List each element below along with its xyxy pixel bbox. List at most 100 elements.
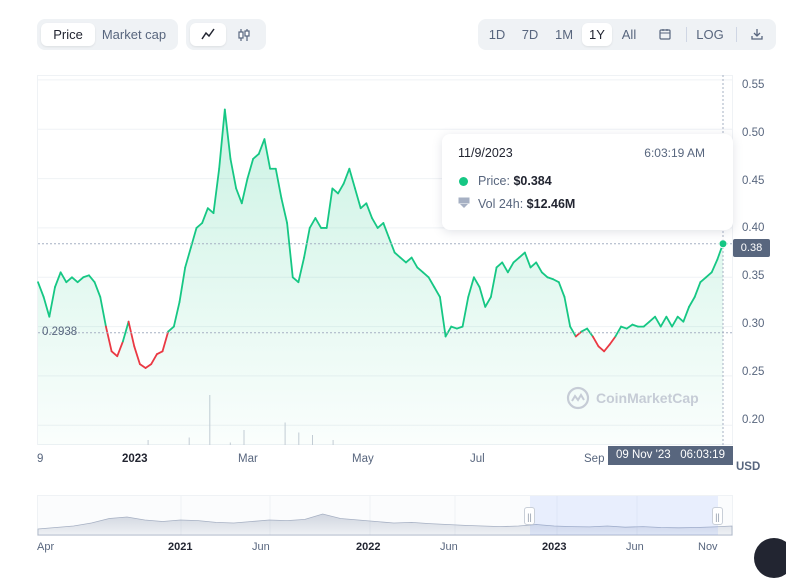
y-tick-label: 0.50	[742, 127, 765, 139]
price-line-segment	[257, 138, 266, 155]
price-line-segment	[263, 138, 272, 170]
price-line-segment	[303, 227, 311, 259]
line-chart-icon[interactable]	[190, 23, 226, 46]
price-line-segment	[705, 271, 713, 279]
chart-type-toggle	[186, 19, 266, 50]
price-line-segment	[546, 276, 555, 281]
price-line-segment	[699, 276, 707, 284]
price-line-segment	[523, 251, 532, 269]
calendar-icon[interactable]	[652, 23, 678, 46]
range-1d[interactable]: 1D	[488, 27, 506, 42]
price-line-segment	[212, 167, 221, 215]
toolbar-divider	[736, 27, 737, 42]
price-line-segment	[314, 217, 322, 229]
current-price-tag: 0.38	[733, 239, 770, 257]
y-tick-label: 0.40	[742, 222, 765, 234]
x-tick-label: 9	[37, 453, 44, 465]
price-line-segment	[671, 315, 679, 328]
price-line-segment	[88, 274, 96, 284]
price-line-segment	[461, 296, 470, 328]
price-line-segment	[218, 108, 226, 170]
price-line-segment	[676, 315, 685, 323]
price-line-segment	[195, 222, 204, 229]
price-line-segment	[172, 301, 181, 328]
price-line-segment	[506, 261, 515, 274]
price-line-segment	[631, 323, 639, 328]
price-line-segment	[76, 276, 85, 284]
price-line-segment	[65, 276, 73, 284]
price-line-segment	[710, 258, 719, 274]
price-line-segment	[388, 236, 396, 254]
range-1y[interactable]: 1Y	[582, 23, 612, 46]
price-line-segment	[422, 271, 430, 279]
price-line-segment	[512, 256, 521, 264]
price-line-segment	[586, 327, 594, 338]
candlestick-icon[interactable]	[226, 23, 262, 46]
price-line-segment	[280, 197, 288, 224]
price-line-segment	[614, 325, 622, 338]
price-line-segment	[478, 286, 487, 308]
price-line-segment	[331, 187, 339, 195]
price-line-segment	[608, 335, 617, 346]
price-line-segment	[122, 320, 130, 343]
price-line-segment	[201, 207, 209, 224]
price-line-segment	[274, 167, 283, 200]
view-toggle: Price Market cap	[37, 19, 178, 50]
price-line-segment	[625, 323, 634, 330]
tab-market-cap[interactable]: Market cap	[101, 27, 167, 42]
price-line-segment	[371, 217, 379, 229]
price-line-segment	[659, 315, 668, 328]
price-line-segment	[246, 157, 255, 180]
price-line-segment	[495, 261, 504, 269]
log-scale-button[interactable]: LOG	[696, 27, 724, 42]
x-tick-label: Sep	[584, 453, 605, 465]
y-tick-label: 0.45	[742, 175, 765, 187]
price-dot-icon	[459, 177, 468, 187]
price-line-segment	[529, 261, 538, 269]
price-line-segment	[433, 286, 441, 298]
toolbar-divider	[686, 27, 687, 42]
navigator-label: 2022	[356, 541, 381, 553]
price-line-segment	[42, 296, 51, 318]
price-line-segment	[252, 153, 260, 160]
price-line-segment	[297, 256, 305, 284]
price-line-segment	[184, 246, 192, 269]
price-line-segment	[456, 325, 464, 330]
price-line-segment	[393, 251, 402, 259]
price-line-segment	[427, 276, 436, 289]
range-1m[interactable]: 1M	[554, 27, 574, 42]
navigator-label: 2021	[168, 541, 193, 553]
price-line-segment	[133, 345, 141, 365]
help-button[interactable]	[754, 538, 786, 578]
price-line-segment	[540, 271, 549, 279]
range-all[interactable]: All	[621, 27, 637, 42]
price-line-segment	[354, 187, 362, 210]
navigator-label: Jun	[252, 541, 270, 553]
navigator-selection[interactable]	[530, 496, 718, 535]
navigator-left-handle[interactable]: ||	[524, 507, 535, 525]
y-tick-label: 0.30	[742, 318, 765, 330]
download-icon[interactable]	[744, 23, 770, 46]
price-line-segment	[563, 296, 572, 328]
price-line-segment	[688, 296, 696, 308]
coinmarketcap-logo: CoinMarketCap	[566, 386, 699, 410]
price-line-segment	[382, 222, 390, 239]
price-line-segment	[325, 187, 334, 229]
price-chart[interactable]	[0, 0, 786, 552]
price-line-segment	[54, 271, 62, 289]
price-line-segment	[489, 266, 498, 298]
price-line-segment	[535, 261, 543, 274]
navigator-label: Jun	[440, 541, 458, 553]
tooltip-volume-label: Vol 24h:	[478, 197, 524, 211]
navigator-label: Nov	[698, 541, 718, 553]
price-line-segment	[620, 325, 628, 330]
tooltip-price-label: Price:	[478, 174, 510, 188]
range-7d[interactable]: 7D	[521, 27, 539, 42]
tab-price[interactable]: Price	[41, 23, 95, 46]
navigator-right-handle[interactable]: ||	[712, 507, 723, 525]
price-area	[38, 109, 723, 445]
x-tick-label: 2023	[122, 453, 148, 465]
price-line-segment	[501, 261, 509, 274]
price-line-segment	[82, 274, 90, 279]
crosshair-time-tag: 09 Nov '23 06:03:19	[608, 446, 733, 465]
